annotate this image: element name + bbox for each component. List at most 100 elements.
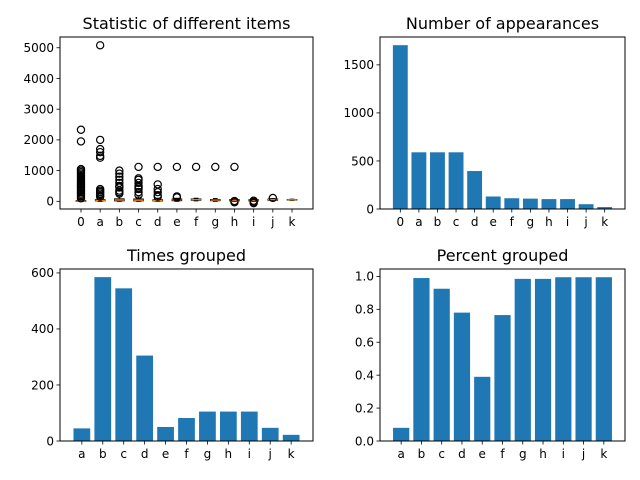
bar-b [413,278,430,441]
bar-h [219,411,237,441]
x-tick-label: h [545,215,553,229]
x-tick-label: k [289,215,296,229]
x-tick-label: a [78,447,85,461]
bar-a [73,428,91,441]
flier-point [95,41,105,50]
box-0 [75,125,87,203]
flier-point [153,190,162,200]
x-tick-label: i [248,447,251,461]
axes-frame [379,36,626,210]
flier-point [115,172,124,181]
bar-h [534,278,552,441]
x-tick-label: g [519,447,527,461]
bar-j [578,204,594,209]
bar-k [282,434,300,441]
bar-c [433,288,450,441]
y-tick-label: 400 [31,322,54,336]
bar-f [494,315,511,441]
x-tick-label: g [527,215,535,229]
x-tick-label: f [500,447,505,461]
y-tick-label: 0.8 [355,303,374,317]
box-e [171,162,183,202]
flier-point [115,175,124,185]
bar-b [430,152,445,209]
flier-point [115,178,124,188]
flier-point [153,162,162,172]
y-tick-label: 600 [31,266,54,280]
x-tick-label: k [600,447,607,461]
x-tick-label: c [120,447,127,461]
flier-point [115,166,124,175]
bar-k [595,277,612,441]
bar-c [448,152,464,209]
y-tick-label: 500 [351,154,374,168]
y-tick-label: 200 [31,378,54,392]
flier-point [153,180,162,189]
bar-e [474,376,491,441]
chart-title: Percent grouped [437,246,569,265]
chart-4: Percent grouped a b c d e f g h i j k 0.0 0.2 0.4 0.6 0.… [355,246,626,461]
box-g [209,162,221,202]
x-tick-label: 0 [396,215,404,229]
x-tick-label: d [141,447,149,461]
box-d [152,162,164,202]
y-tick-label: 0 [46,195,54,209]
y-tick-label: 0 [46,434,54,448]
x-tick-label: e [173,215,180,229]
y-tick-label: 0.6 [355,336,374,350]
x-tick-label: e [162,447,169,461]
chart-3: Times grouped a b c d e f g h i j k 0 200 400 600 [31,246,314,461]
x-tick-label: d [471,215,479,229]
y-tick-label: 1000 [23,164,54,178]
flier-point [230,196,239,206]
flier-point [95,135,105,145]
flier-point [76,137,86,146]
bar-e [485,196,501,209]
x-tick-label: a [96,215,103,229]
box-f [190,162,202,202]
bar-0 [392,45,408,209]
bar-d [467,171,483,209]
x-tick-label: i [562,447,565,461]
y-tick-label: 4000 [23,72,54,86]
x-tick-label: c [135,215,142,229]
x-tick-label: a [415,215,422,229]
bar-i [240,411,258,441]
x-tick-label: f [194,215,199,229]
x-tick-label: d [154,215,162,229]
axes-frame [59,36,314,210]
x-tick-label: f [184,447,189,461]
flier-point [134,174,143,183]
x-tick-label: k [288,447,295,461]
y-tick-label: 0 [366,202,374,216]
flier-point [172,192,182,201]
x-tick-label: j [581,447,585,461]
bar-g [514,278,531,441]
box-h [229,162,240,207]
flier-point [230,162,239,172]
bar-h [541,199,557,209]
bar-a [393,427,410,441]
x-tick-label: b [434,215,442,229]
flier-point [153,184,162,194]
y-tick-label: 0.4 [355,368,374,382]
chart-title: Number of appearances [406,14,599,33]
flier-point [76,125,86,134]
box-a [94,41,106,202]
flier-point [268,193,278,203]
x-tick-label: j [270,215,274,229]
bar-g [522,198,538,209]
flier-point [95,147,105,157]
box-i [248,196,259,208]
flier-point [134,178,143,188]
x-tick-label: h [539,447,547,461]
x-tick-label: j [268,447,272,461]
y-tick-label: 1.0 [355,270,374,284]
y-tick-label: 0.0 [355,434,374,448]
flier-point [172,162,182,172]
y-tick-label: 1000 [343,106,374,120]
bar-k [597,207,613,209]
flier-point [115,181,124,191]
x-tick-label: b [418,447,426,461]
